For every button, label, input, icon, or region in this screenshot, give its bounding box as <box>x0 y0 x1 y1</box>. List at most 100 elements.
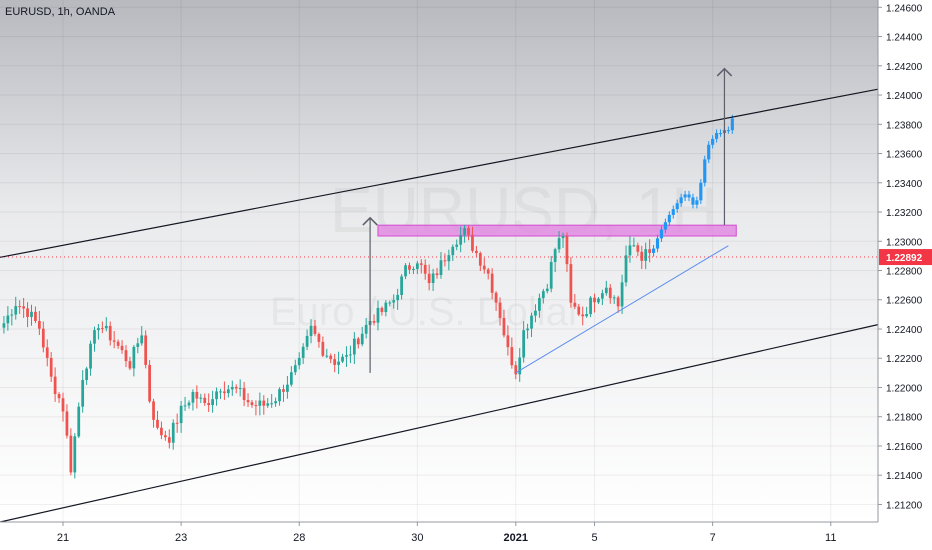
candle-body <box>156 419 159 428</box>
candle-body <box>274 401 277 404</box>
candle-body <box>286 384 289 392</box>
candle-body <box>510 347 514 366</box>
current-price-label: 1.22892 <box>886 253 923 264</box>
candle-body <box>455 244 459 247</box>
candle-body <box>199 397 203 399</box>
candle-body <box>219 391 222 393</box>
candle-body <box>53 376 57 395</box>
candle-body <box>486 269 490 274</box>
price-tick-label: 1.23800 <box>886 120 923 131</box>
candle-body <box>415 263 419 269</box>
candle-body <box>211 399 214 406</box>
price-tick-label: 1.21200 <box>886 500 923 511</box>
candle-body <box>471 234 474 251</box>
candle-body <box>526 328 529 331</box>
candle-body <box>85 368 88 381</box>
candle-body <box>345 355 348 357</box>
candle-body <box>384 302 388 313</box>
candle-body <box>14 306 18 315</box>
candle-body <box>258 400 262 406</box>
candle-body <box>561 236 565 239</box>
candle-body <box>262 400 266 406</box>
candle-body <box>175 422 179 424</box>
candle-body <box>530 315 533 329</box>
candle-body <box>6 315 10 324</box>
candle-body <box>246 400 250 403</box>
candle-body <box>136 343 140 347</box>
price-tick-label: 1.23200 <box>886 208 923 219</box>
candle-body <box>97 328 100 331</box>
candle-body <box>506 335 510 348</box>
annotations-layer <box>0 67 879 523</box>
candle-body <box>616 297 620 307</box>
candle-body <box>104 325 108 329</box>
candle-body <box>317 333 321 342</box>
candle-body <box>100 328 104 330</box>
candle-body <box>392 300 396 303</box>
candle-body <box>187 402 191 406</box>
candle-body <box>601 293 604 299</box>
time-tick-label: 5 <box>591 532 597 544</box>
price-axis-panel[interactable] <box>878 0 932 550</box>
candle-body <box>309 325 313 336</box>
price-tick-label: 1.22800 <box>886 267 923 278</box>
price-tick-label: 1.23000 <box>886 237 923 248</box>
projection-bar <box>707 144 711 160</box>
candle-body <box>396 294 400 301</box>
candle-body <box>632 245 636 247</box>
projection-bar <box>667 214 671 223</box>
symbol-header[interactable]: EURUSD, 1h, OANDA <box>5 6 116 18</box>
price-tick-label: 1.22000 <box>886 383 923 394</box>
projection-bar <box>679 197 683 204</box>
candle-body <box>333 359 337 365</box>
candles-layer <box>2 114 734 479</box>
candle-body <box>376 307 380 323</box>
projection-bar <box>663 222 667 230</box>
candle-body <box>360 333 364 345</box>
candle-body <box>282 389 285 392</box>
candle-body <box>475 250 478 254</box>
watermark-name: Euro / U.S. Dollar <box>270 290 581 334</box>
price-tick-label: 1.21400 <box>886 471 923 482</box>
candle-body <box>534 310 537 316</box>
candle-body <box>250 402 254 406</box>
price-tick-label: 1.21600 <box>886 442 923 453</box>
candle-body <box>61 398 65 412</box>
projection-bar <box>671 209 675 215</box>
candle-body <box>238 388 242 390</box>
projection-bar <box>711 138 715 145</box>
candle-body <box>364 324 368 334</box>
candle-body <box>573 302 577 307</box>
candle-body <box>69 435 73 473</box>
candle-body <box>459 234 463 245</box>
candle-body <box>431 273 435 284</box>
candle-body <box>443 260 447 262</box>
candle-body <box>514 365 518 375</box>
price-tick-label: 1.24400 <box>886 33 923 44</box>
candle-body <box>408 265 411 270</box>
candle-body <box>640 251 644 261</box>
candle-body <box>585 314 589 317</box>
price-tick-label: 1.23600 <box>886 150 923 161</box>
candle-body <box>604 287 608 294</box>
candle-body <box>167 437 171 443</box>
time-axis-panel[interactable] <box>0 522 878 550</box>
candle-body <box>372 320 376 323</box>
projection-bar <box>695 200 699 205</box>
candle-body <box>557 238 561 250</box>
candle-body <box>518 357 522 375</box>
candle-body <box>10 314 14 316</box>
candle-body <box>297 357 301 366</box>
current-price-badge <box>879 249 932 266</box>
candle-body <box>313 325 317 334</box>
candle-body <box>128 361 132 369</box>
candle-body <box>349 354 352 356</box>
candle-body <box>644 249 648 261</box>
candle-body <box>380 307 384 313</box>
candle-body <box>581 314 585 317</box>
candle-body <box>144 335 148 365</box>
candle-body <box>541 291 545 299</box>
projection-bar <box>703 159 707 183</box>
